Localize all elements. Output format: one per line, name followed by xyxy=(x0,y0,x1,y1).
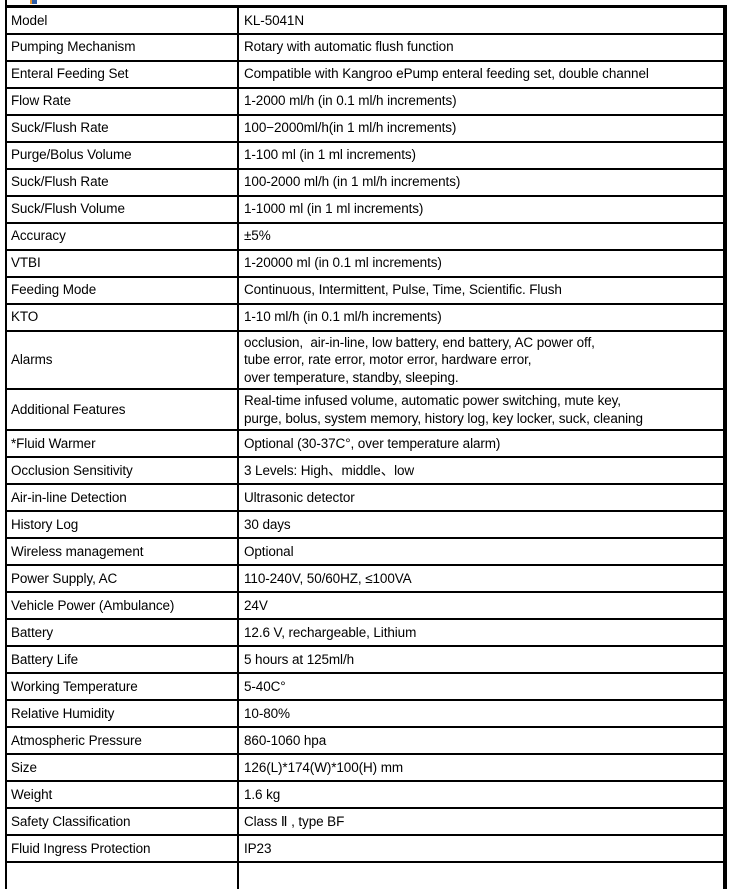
spec-label-cell xyxy=(5,861,239,889)
spec-value-cell: Ultrasonic detector xyxy=(237,483,726,512)
spec-value-cell: 110-240V, 50/60HZ, ≤100VA xyxy=(237,564,726,593)
table-row: Size 126(L)*174(W)*100(H) mm xyxy=(5,753,726,782)
spec-value-cell: 100-2000 ml/h (in 1 ml/h increments) xyxy=(237,167,726,197)
table-row: Accuracy ±5% xyxy=(5,221,726,251)
spec-value-cell: KL-5041N xyxy=(237,5,726,35)
spec-value-cell: Compatible with Kangroo ePump enteral fe… xyxy=(237,59,726,89)
spec-label-cell: Weight xyxy=(5,780,239,809)
spec-label-cell: Feeding Mode xyxy=(5,275,239,305)
spec-value-cell: 1-20000 ml (in 0.1 ml increments) xyxy=(237,248,726,278)
table-row: Alarms occlusion, air-in-line, low batte… xyxy=(5,329,726,390)
spec-value-cell: ±5% xyxy=(237,221,726,251)
spec-label-cell: Atmospheric Pressure xyxy=(5,726,239,755)
table-row: Purge/Bolus Volume 1-100 ml (in 1 ml inc… xyxy=(5,140,726,170)
spec-label-cell: Alarms xyxy=(5,329,239,390)
table-row: Power Supply, AC 110-240V, 50/60HZ, ≤100… xyxy=(5,564,726,593)
spec-label-cell: Relative Humidity xyxy=(5,699,239,728)
spec-label-cell: Purge/Bolus Volume xyxy=(5,140,239,170)
table-row: Air-in-line Detection Ultrasonic detecto… xyxy=(5,483,726,512)
spec-value-cell: 100−2000ml/h(in 1 ml/h increments) xyxy=(237,113,726,143)
table-row: Pumping Mechanism Rotary with automatic … xyxy=(5,32,726,62)
spec-value-cell: 860-1060 hpa xyxy=(237,726,726,755)
spec-label-cell: Power Supply, AC xyxy=(5,564,239,593)
spec-label-cell: Pumping Mechanism xyxy=(5,32,239,62)
spec-label-cell: Suck/Flush Rate xyxy=(5,167,239,197)
spec-label-cell: Suck/Flush Volume xyxy=(5,194,239,224)
spec-value-cell: occlusion, air-in-line, low battery, end… xyxy=(237,329,726,390)
table-row: Suck/Flush Rate 100−2000ml/h(in 1 ml/h i… xyxy=(5,113,726,143)
spec-label-cell: Battery Life xyxy=(5,645,239,674)
spec-label-cell: Occlusion Sensitivity xyxy=(5,456,239,485)
page: { "table": { "rows": [ { "label": "Model… xyxy=(5,0,727,889)
spec-value-cell: Rotary with automatic flush function xyxy=(237,32,726,62)
spec-value-cell: 1-10 ml/h (in 0.1 ml/h increments) xyxy=(237,302,726,332)
table-row: Relative Humidity 10-80% xyxy=(5,699,726,728)
spec-label-cell: Wireless management xyxy=(5,537,239,566)
spec-value-cell: Optional (30-37C°, over temperature alar… xyxy=(237,429,726,458)
spec-value-cell xyxy=(237,861,726,889)
spec-value-cell: Optional xyxy=(237,537,726,566)
spec-value-cell: 24V xyxy=(237,591,726,620)
spec-value-cell: 1.6 kg xyxy=(237,780,726,809)
table-row: Vehicle Power (Ambulance) 24V xyxy=(5,591,726,620)
spec-value-cell: 12.6 V, rechargeable, Lithium xyxy=(237,618,726,647)
spec-value-cell: Class Ⅱ , type BF xyxy=(237,807,726,836)
spec-value-cell: 3 Levels: High、middle、low xyxy=(237,456,726,485)
spec-label-cell: Air-in-line Detection xyxy=(5,483,239,512)
spec-label-cell: Accuracy xyxy=(5,221,239,251)
table-row: VTBI 1-20000 ml (in 0.1 ml increments) xyxy=(5,248,726,278)
cut-off-table-row xyxy=(5,861,726,889)
spec-label-cell: *Fluid Warmer xyxy=(5,429,239,458)
table-row: Suck/Flush Rate 100-2000 ml/h (in 1 ml/h… xyxy=(5,167,726,197)
spec-label-cell: KTO xyxy=(5,302,239,332)
table-row: KTO 1-10 ml/h (in 0.1 ml/h increments) xyxy=(5,302,726,332)
spec-label-cell: Additional Features xyxy=(5,388,239,431)
spec-value-cell: 30 days xyxy=(237,510,726,539)
table-row: Battery Life 5 hours at 125ml/h xyxy=(5,645,726,674)
spec-label-cell: Flow Rate xyxy=(5,86,239,116)
table-row: Feeding Mode Continuous, Intermittent, P… xyxy=(5,275,726,305)
table-row: Fluid Ingress Protection IP23 xyxy=(5,834,726,863)
spec-value-cell: Continuous, Intermittent, Pulse, Time, S… xyxy=(237,275,726,305)
spec-value-cell: 1-100 ml (in 1 ml increments) xyxy=(237,140,726,170)
spec-label-cell: History Log xyxy=(5,510,239,539)
spec-label-cell: Size xyxy=(5,753,239,782)
cut-off-text-fragment-orange xyxy=(30,0,32,4)
table-row: Enteral Feeding Set Compatible with Kang… xyxy=(5,59,726,89)
cut-off-text-fragment-blue xyxy=(32,0,37,4)
spec-label-cell: Suck/Flush Rate xyxy=(5,113,239,143)
spec-label-cell: Model xyxy=(5,5,239,35)
spec-value-cell: 1-1000 ml (in 1 ml increments) xyxy=(237,194,726,224)
table-row: History Log 30 days xyxy=(5,510,726,539)
spec-value-cell: Real-time infused volume, automatic powe… xyxy=(237,388,726,431)
spec-label-cell: Enteral Feeding Set xyxy=(5,59,239,89)
table-row: Weight 1.6 kg xyxy=(5,780,726,809)
spec-label-cell: Safety Classification xyxy=(5,807,239,836)
table-row: Atmospheric Pressure 860-1060 hpa xyxy=(5,726,726,755)
spec-label-cell: Working Temperature xyxy=(5,672,239,701)
spec-value-cell: IP23 xyxy=(237,834,726,863)
spec-label-cell: Battery xyxy=(5,618,239,647)
spec-value-cell: 10-80% xyxy=(237,699,726,728)
table-row: Safety Classification Class Ⅱ , type BF xyxy=(5,807,726,836)
spec-label-cell: VTBI xyxy=(5,248,239,278)
table-row: Flow Rate 1-2000 ml/h (in 0.1 ml/h incre… xyxy=(5,86,726,116)
spec-value-cell: 1-2000 ml/h (in 0.1 ml/h increments) xyxy=(237,86,726,116)
spec-table: Model KL-5041N Pumping Mechanism Rotary … xyxy=(5,5,727,889)
cut-off-border-fragment xyxy=(5,0,7,5)
table-row: Occlusion Sensitivity 3 Levels: High、mid… xyxy=(5,456,726,485)
table-row: Model KL-5041N xyxy=(5,5,726,35)
table-row: Wireless management Optional xyxy=(5,537,726,566)
spec-value-cell: 5 hours at 125ml/h xyxy=(237,645,726,674)
spec-value-cell: 5-40C° xyxy=(237,672,726,701)
table-row: Working Temperature 5-40C° xyxy=(5,672,726,701)
spec-label-cell: Vehicle Power (Ambulance) xyxy=(5,591,239,620)
spec-value-cell: 126(L)*174(W)*100(H) mm xyxy=(237,753,726,782)
table-row: *Fluid Warmer Optional (30-37C°, over te… xyxy=(5,429,726,458)
table-row: Battery 12.6 V, rechargeable, Lithium xyxy=(5,618,726,647)
table-row: Suck/Flush Volume 1-1000 ml (in 1 ml inc… xyxy=(5,194,726,224)
table-row: Additional Features Real-time infused vo… xyxy=(5,388,726,431)
spec-label-cell: Fluid Ingress Protection xyxy=(5,834,239,863)
